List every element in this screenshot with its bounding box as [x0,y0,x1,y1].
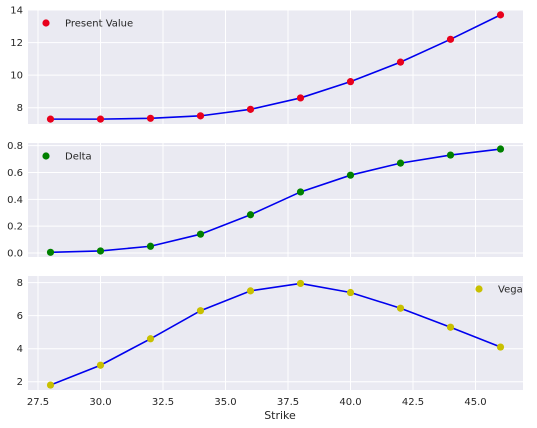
present-value-y-tick-label: 12 [10,38,23,49]
vega-data-point [96,361,105,369]
delta-data-point [46,248,55,256]
vega-series-line [50,282,501,386]
vega-data-point [446,323,455,331]
present-value-data-point [196,112,205,120]
vega-y-tick-label: 6 [17,311,23,322]
present-value-data-point [296,94,305,102]
x-tick-label: 45.0 [464,397,486,408]
vega-data-point [346,288,355,297]
present-value-data-point [346,78,355,86]
x-tick-label: 30.0 [89,397,111,408]
delta-data-point [146,242,155,250]
present-value-y-tick-label: 14 [10,6,23,17]
vega-legend-marker [475,285,483,293]
vega-y-tick-label: 8 [17,278,23,289]
chart-panels: 8 10 12 14 Present Value 0.0 0.2 0.4 0.6 0.8 Delta… [7,6,523,408]
present-value-series-line [50,14,501,120]
delta-series-line [50,148,501,254]
delta-data-point [346,171,355,179]
delta-data-point [296,188,305,196]
vega-data-point [196,307,205,315]
delta-y-tick-label: 0.0 [7,248,23,259]
delta-y-tick-label: 0.4 [7,195,23,206]
delta-panel: 0.0 0.2 0.4 0.6 0.8 Delta [7,141,523,259]
vega-panel: 2 4 6 8 Vega [17,276,523,390]
vega-data-point [46,381,55,389]
present-value-data-point [146,114,155,122]
present-value-data-point [96,115,105,123]
present-value-data-point [396,58,405,66]
present-value-y-tick-label: 8 [17,103,23,114]
vega-legend-label: Vega [498,285,523,296]
delta-legend-marker [42,152,50,160]
vega-data-point [496,343,505,351]
vega-data-point [296,279,305,288]
x-tick-label: 42.5 [402,397,424,408]
present-value-data-point [46,115,55,123]
present-value-data-point [496,11,505,19]
x-axis-label: Strike [264,409,296,422]
x-tick-label: 27.5 [27,397,49,408]
present-value-y-tick-label: 10 [10,71,23,82]
present-value-axes-background [28,10,523,124]
present-value-legend-label: Present Value [65,19,133,30]
delta-y-tick-label: 0.2 [7,222,23,233]
delta-data-point [246,211,255,219]
vega-y-tick-label: 4 [17,344,23,355]
delta-data-point [496,145,505,153]
delta-axes-background [28,143,523,257]
x-tick-label: 37.5 [277,397,299,408]
present-value-data-point [446,35,455,43]
x-tick-label: 40.0 [339,397,361,408]
present-value-data-point [246,105,255,113]
x-tick-label: 32.5 [152,397,174,408]
present-value-panel: 8 10 12 14 Present Value [10,6,523,124]
delta-data-point [396,159,405,167]
vega-data-point [146,335,155,343]
delta-y-tick-label: 0.8 [7,141,23,152]
x-tick-label: 35.0 [214,397,236,408]
delta-data-point [446,151,455,159]
delta-data-point [196,230,205,238]
delta-y-tick-label: 0.6 [7,168,23,179]
vega-y-tick-label: 2 [17,377,23,388]
present-value-legend-marker [42,19,50,27]
vega-axes-background [28,276,523,390]
vega-data-point [246,287,255,295]
vega-data-point [396,304,405,312]
delta-legend-label: Delta [65,152,92,163]
delta-data-point [96,247,105,255]
